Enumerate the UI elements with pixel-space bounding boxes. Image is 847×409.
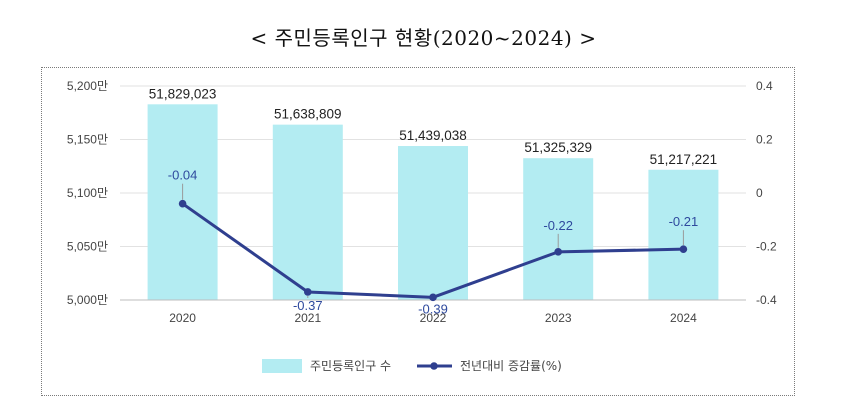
x-tick-label: 2023 xyxy=(545,311,572,325)
bar-value-label: 51,829,023 xyxy=(149,86,217,101)
x-tick-label: 2024 xyxy=(670,311,697,325)
population-bar xyxy=(398,146,468,300)
bar-value-label: 51,439,038 xyxy=(399,128,467,143)
bar-value-label: 51,325,329 xyxy=(524,140,592,155)
bar-value-label: 51,638,809 xyxy=(274,107,342,122)
y-right-tick-label: 0 xyxy=(756,186,763,200)
x-tick-label: 2020 xyxy=(169,311,196,325)
y-left-tick-label: 5,050만 xyxy=(67,240,108,254)
legend-bar-swatch xyxy=(262,359,302,373)
rate-value-label: -0.21 xyxy=(669,214,699,229)
legend-bar-label: 주민등록인구 수 xyxy=(310,359,391,373)
y-right-tick-label: -0.2 xyxy=(756,240,777,254)
y-right-tick-label: 0.4 xyxy=(756,79,773,93)
rate-value-label: -0.37 xyxy=(293,298,323,313)
rate-value-label: -0.22 xyxy=(543,218,573,233)
y-left-tick-label: 5,150만 xyxy=(67,133,108,147)
combo-chart: 5,000만 5,050만 5,100만 5,150만 5,200만 -0.4 -0.2 0 0… xyxy=(67,79,777,373)
population-bar xyxy=(272,124,343,301)
y-right-tick-label: -0.4 xyxy=(756,293,777,307)
rate-value-label: -0.39 xyxy=(418,301,448,316)
y-right-tick-label: 0.2 xyxy=(756,133,773,147)
y-left-tick-label: 5,100만 xyxy=(67,186,108,200)
rate-point xyxy=(178,199,187,208)
rate-point xyxy=(429,293,437,302)
population-bar xyxy=(523,158,594,300)
rate-point xyxy=(679,245,688,253)
rate-point xyxy=(304,288,312,296)
legend-line-label: 전년대비 증감률(%) xyxy=(460,359,562,373)
x-tick-label: 2022 xyxy=(420,311,447,325)
y-left-tick-label: 5,000만 xyxy=(67,293,108,307)
rate-value-label: -0.04 xyxy=(168,168,198,183)
y-left-tick-label: 5,200만 xyxy=(67,79,108,93)
legend-line-marker xyxy=(430,362,438,370)
rate-point xyxy=(554,248,562,256)
page-title: < 주민등록인구 현황(2020~2024) > xyxy=(250,26,597,50)
bar-value-label: 51,217,221 xyxy=(650,152,718,167)
chart-frame: 5,000만 5,050만 5,100만 5,150만 5,200만 -0.4 -0.2 0 0… xyxy=(41,67,795,396)
x-tick-label: 2021 xyxy=(294,311,321,325)
